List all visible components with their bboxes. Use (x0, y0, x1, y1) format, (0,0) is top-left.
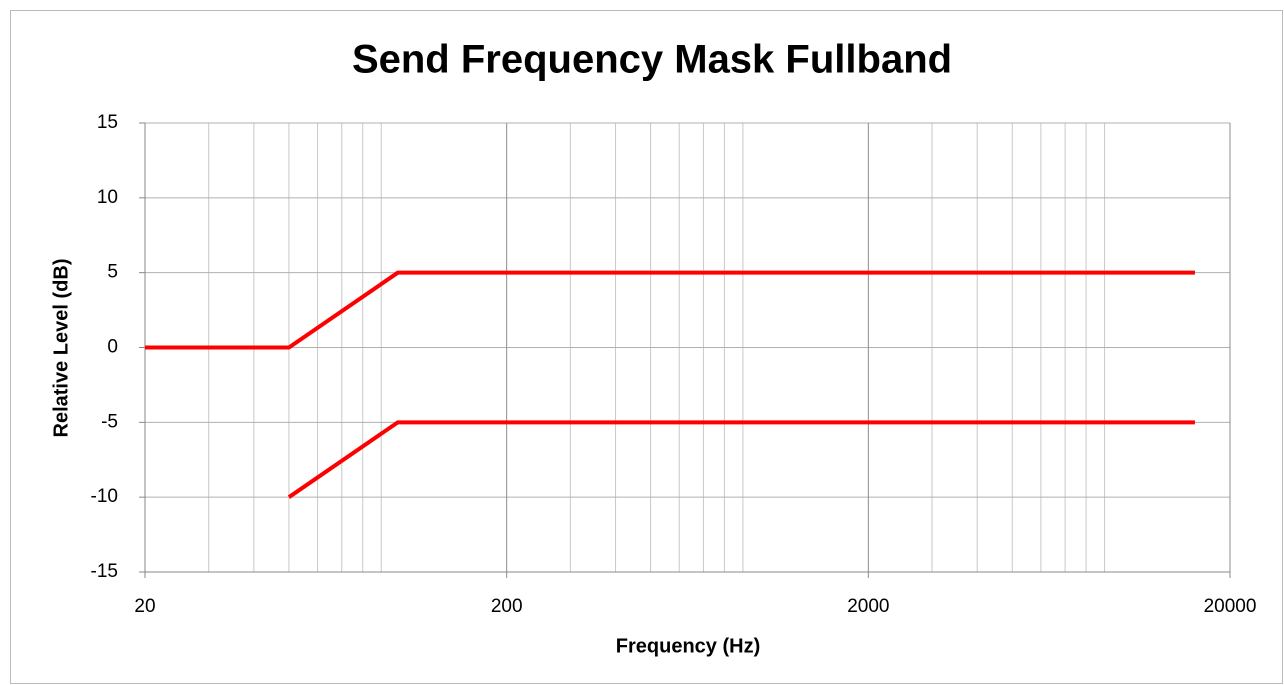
line-series (145, 270, 1195, 350)
x-tick-label: 20 (134, 596, 155, 617)
y-tick-label: 0 (107, 337, 118, 358)
y-tick-label: -5 (101, 411, 118, 432)
x-tick-label: 2000 (847, 596, 889, 617)
y-tick-label: -15 (91, 561, 118, 582)
y-tick-label: 5 (107, 262, 118, 283)
y-tick-label: 15 (97, 112, 118, 133)
y-tick-label: -10 (91, 486, 118, 507)
x-tick-label: 200 (491, 596, 523, 617)
line-series (287, 420, 1195, 499)
y-axis-label: Relative Level (dB) (50, 259, 72, 438)
x-tick-label: 20000 (1204, 596, 1257, 617)
y-tick-label: 10 (97, 187, 118, 208)
x-axis-label: Frequency (Hz) (616, 635, 760, 657)
chart-title: Send Frequency Mask Fullband (352, 38, 952, 82)
